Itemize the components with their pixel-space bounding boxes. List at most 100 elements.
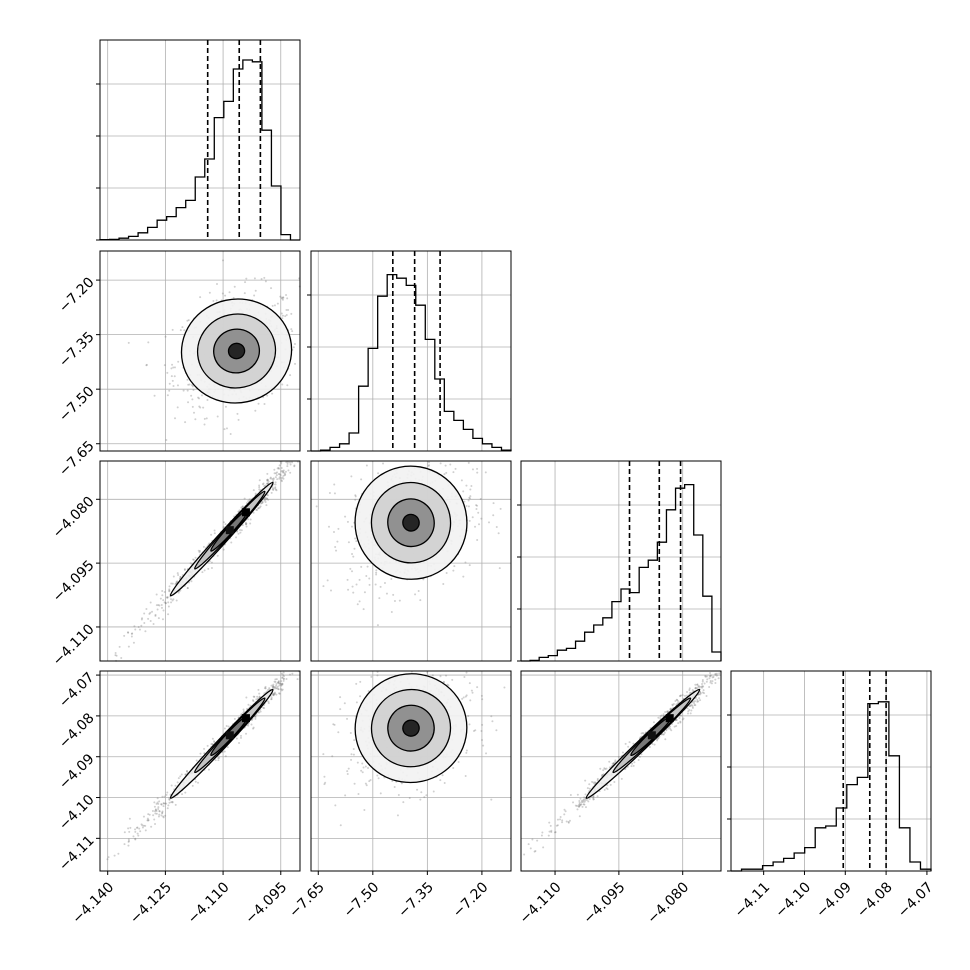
scatter-point <box>353 739 356 742</box>
scatter-point <box>709 681 712 684</box>
scatter-point <box>549 824 552 827</box>
scatter-point <box>449 463 452 466</box>
scatter-point <box>711 680 714 683</box>
scatter-point <box>199 752 202 755</box>
scatter-point <box>286 384 289 387</box>
scatter-point <box>184 421 187 424</box>
scatter-point <box>170 598 173 601</box>
scatter-point <box>495 526 498 529</box>
scatter-point <box>284 473 287 476</box>
y-tick-label: −7.20 <box>56 274 98 316</box>
scatter-point <box>432 790 435 793</box>
scatter-point <box>245 522 248 525</box>
scatter-point <box>582 798 585 801</box>
scatter-point <box>548 830 551 833</box>
scatter-point <box>326 579 329 582</box>
scatter-point <box>128 839 131 842</box>
scatter-point <box>467 499 470 502</box>
scatter-point <box>208 291 211 294</box>
scatter-point <box>556 818 559 821</box>
scatter-point <box>344 515 347 518</box>
x-tick-label: −4.080 <box>644 879 692 927</box>
scatter-point <box>190 394 193 397</box>
scatter-point <box>693 700 696 703</box>
scatter-point <box>701 678 704 681</box>
scatter-point <box>327 525 330 528</box>
scatter-point <box>165 802 168 805</box>
scatter-point <box>117 852 120 855</box>
scatter-point <box>268 687 271 690</box>
scatter-point <box>490 798 493 801</box>
density-peak <box>241 714 250 723</box>
scatter-point <box>366 565 369 568</box>
y-tick-label: −4.095 <box>50 557 98 605</box>
scatter-point <box>205 417 208 420</box>
scatter-point <box>168 389 171 392</box>
scatter-point <box>586 787 589 790</box>
scatter-point <box>542 846 545 849</box>
scatter-point <box>673 725 676 728</box>
scatter-point <box>239 734 242 737</box>
hist-frame <box>520 460 722 662</box>
scatter-point <box>347 541 350 544</box>
scatter-point <box>140 618 143 621</box>
scatter-point <box>681 718 684 721</box>
scatter-point <box>281 383 284 386</box>
scatter-point <box>584 799 587 802</box>
density-peak <box>647 731 656 740</box>
scatter-point <box>427 461 430 464</box>
scatter-point <box>235 737 238 740</box>
scatter-point <box>423 796 426 799</box>
scatter-point <box>580 801 583 804</box>
scatter-point <box>605 787 608 790</box>
scatter-point <box>355 682 358 685</box>
scatter-point <box>127 844 130 847</box>
scatter-point <box>282 296 285 299</box>
scatter-point <box>166 791 169 794</box>
histogram-2 <box>521 483 722 662</box>
scatter-point <box>666 710 669 713</box>
scatter-point <box>191 784 194 787</box>
scatter-point <box>252 726 255 729</box>
scatter-point <box>170 784 173 787</box>
scatter-point <box>293 464 296 467</box>
scatter-point <box>476 467 479 470</box>
scatter-point <box>287 308 290 311</box>
scatter-point <box>709 674 712 677</box>
scatter-point <box>274 476 277 479</box>
scatter-point <box>128 817 131 820</box>
scatter-point <box>254 715 257 718</box>
scatter-point <box>709 675 712 678</box>
scatter-point <box>425 794 428 797</box>
scatter-point <box>592 797 595 800</box>
scatter-point <box>191 398 194 401</box>
scatter-point <box>351 553 354 556</box>
scatter-point <box>444 464 447 467</box>
scatter-point <box>203 423 206 426</box>
scatter-point <box>273 472 276 475</box>
scatter-point <box>272 693 275 696</box>
scatter-point <box>293 342 296 345</box>
scatter-point <box>183 568 186 571</box>
scatter-point <box>222 259 225 262</box>
scatter-point <box>656 738 659 741</box>
scatter-point <box>350 753 353 756</box>
scatter-point <box>593 781 596 784</box>
scatter-point <box>480 517 483 520</box>
scatter-point <box>285 461 288 464</box>
scatter-point <box>469 495 472 498</box>
scatter-point <box>236 530 239 533</box>
scatter-point <box>289 463 292 466</box>
scatter-point <box>203 752 206 755</box>
scatter-point <box>604 768 607 771</box>
scatter-point <box>210 566 213 569</box>
scatter-point <box>133 625 136 628</box>
scatter-point <box>671 704 674 707</box>
scatter-point <box>666 711 669 714</box>
scatter-point <box>356 761 359 764</box>
scatter-point <box>247 500 250 503</box>
scatter-point <box>155 812 158 815</box>
scatter-point <box>123 634 126 637</box>
scatter-point <box>363 809 366 812</box>
scatter-point <box>225 725 228 728</box>
